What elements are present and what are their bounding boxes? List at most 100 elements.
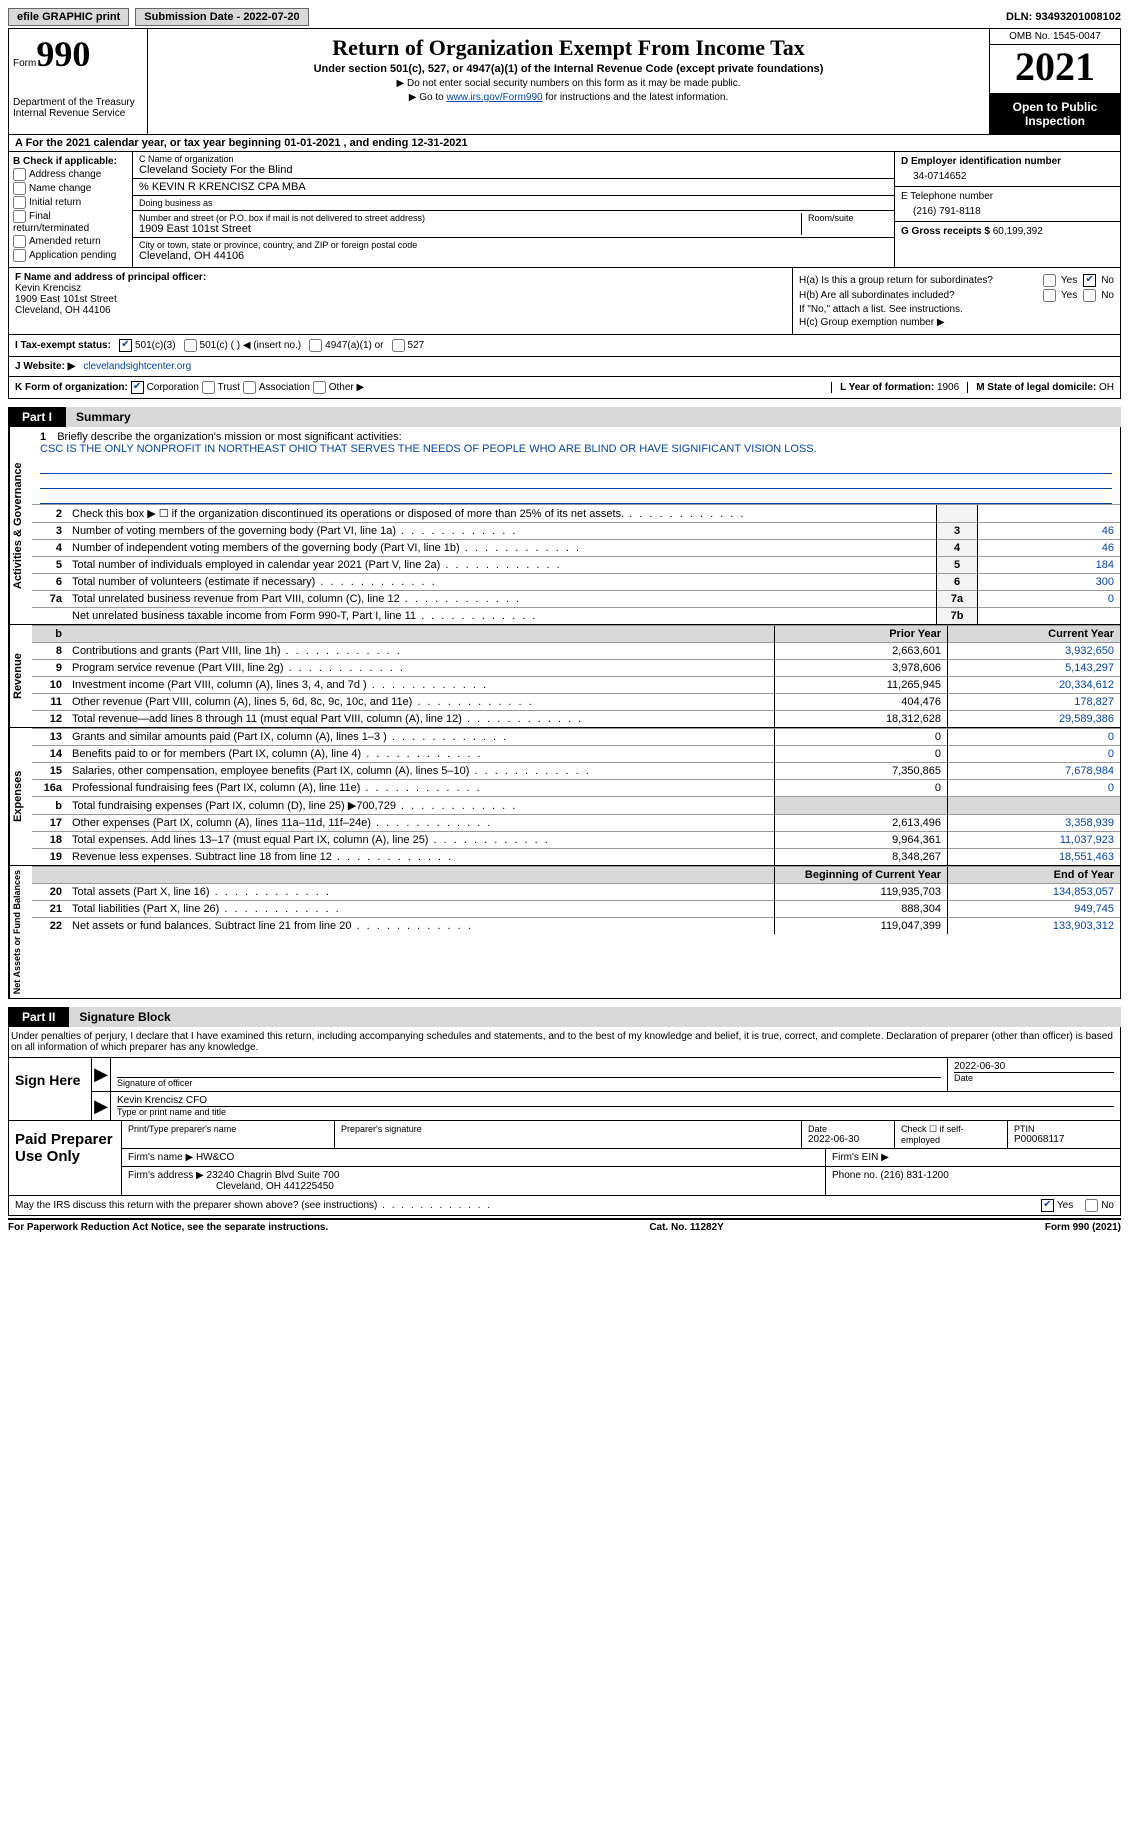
arrow-icon: ▶ xyxy=(92,1092,111,1120)
discuss-yes[interactable] xyxy=(1041,1199,1054,1212)
chk-4947[interactable] xyxy=(309,339,322,352)
side-netassets: Net Assets or Fund Balances xyxy=(9,866,32,998)
section-netassets: Net Assets or Fund Balances Beginning of… xyxy=(8,866,1121,999)
header-left: Form990 Department of the Treasury Inter… xyxy=(9,29,148,134)
sig-date-label: Date xyxy=(954,1072,1114,1083)
hb-yes[interactable] xyxy=(1043,289,1056,302)
lbl-trust: Trust xyxy=(218,382,240,393)
chk-name-change[interactable] xyxy=(13,182,26,195)
officer-print-name: Kevin Krencisz CFO xyxy=(117,1095,1114,1106)
blank-line xyxy=(40,489,1112,504)
chk-address-change[interactable] xyxy=(13,168,26,181)
part2-title: Signature Block xyxy=(69,1007,1121,1027)
col-h-group: H(a) Is this a group return for subordin… xyxy=(792,268,1120,334)
table-row: 12Total revenue—add lines 8 through 11 (… xyxy=(32,711,1120,728)
irs-form990-link[interactable]: www.irs.gov/Form990 xyxy=(446,92,542,103)
submission-date-button[interactable]: Submission Date - 2022-07-20 xyxy=(135,8,308,26)
website-link[interactable]: clevelandsightcenter.org xyxy=(83,361,191,372)
col-b-title: B Check if applicable: xyxy=(13,156,128,167)
form-number: 990 xyxy=(36,34,90,74)
discuss-no[interactable] xyxy=(1085,1199,1098,1212)
chk-501c[interactable] xyxy=(184,339,197,352)
chk-other[interactable] xyxy=(313,381,326,394)
row-j-website: J Website: ▶ clevelandsightcenter.org xyxy=(8,357,1121,377)
form-subtitle: Under section 501(c), 527, or 4947(a)(1)… xyxy=(156,63,981,75)
irs-label: Internal Revenue Service xyxy=(13,108,143,119)
chk-amended-return[interactable] xyxy=(13,235,26,248)
phone-label: Phone no. xyxy=(832,1170,878,1181)
hc-label: H(c) Group exemption number ▶ xyxy=(799,317,945,328)
header-center: Return of Organization Exempt From Incom… xyxy=(148,29,989,134)
prep-date-label: Date xyxy=(808,1124,888,1134)
ein-value: 34-0714652 xyxy=(901,171,1114,182)
table-row: 16aProfessional fundraising fees (Part I… xyxy=(32,780,1120,797)
sig-date: 2022-06-30 xyxy=(954,1061,1114,1072)
current-year-hdr: Current Year xyxy=(948,626,1121,643)
header-right: OMB No. 1545-0047 2021 Open to Public In… xyxy=(989,29,1120,134)
ha-no[interactable] xyxy=(1083,274,1096,287)
gross-value: 60,199,392 xyxy=(993,226,1043,237)
chk-trust[interactable] xyxy=(202,381,215,394)
signature-declaration: Under penalties of perjury, I declare th… xyxy=(8,1027,1121,1058)
chk-501c3[interactable] xyxy=(119,339,132,352)
sign-here-label: Sign Here xyxy=(9,1058,92,1120)
col-f-officer: F Name and address of principal officer:… xyxy=(9,268,792,334)
lbl-yes2: Yes xyxy=(1061,290,1077,301)
lbl-no: No xyxy=(1101,275,1114,286)
org-name: Cleveland Society For the Blind xyxy=(139,164,888,176)
table-row: 7aTotal unrelated business revenue from … xyxy=(32,591,1120,608)
paperwork-notice: For Paperwork Reduction Act Notice, see … xyxy=(8,1222,328,1233)
phone-value: (216) 831-1200 xyxy=(880,1170,948,1181)
ein-label: D Employer identification number xyxy=(901,156,1114,167)
discuss-question: May the IRS discuss this return with the… xyxy=(15,1200,492,1211)
dept-treasury: Department of the Treasury xyxy=(13,97,143,108)
chk-527[interactable] xyxy=(392,339,405,352)
mission-label: Briefly describe the organization's miss… xyxy=(57,431,401,443)
chk-corporation[interactable] xyxy=(131,381,144,394)
part2-tab: Part II xyxy=(8,1007,69,1027)
blank-line xyxy=(40,474,1112,489)
table-row: 13Grants and similar amounts paid (Part … xyxy=(32,729,1120,746)
lbl-discuss-yes: Yes xyxy=(1057,1200,1073,1211)
lbl-association: Association xyxy=(259,382,310,393)
begin-year-hdr: Beginning of Current Year xyxy=(775,867,948,884)
hb-no[interactable] xyxy=(1083,289,1096,302)
table-row: 14Benefits paid to or for members (Part … xyxy=(32,746,1120,763)
chk-association[interactable] xyxy=(243,381,256,394)
side-expenses: Expenses xyxy=(9,728,32,865)
discuss-row: May the IRS discuss this return with the… xyxy=(8,1196,1121,1216)
dba-label: Doing business as xyxy=(139,198,213,208)
city-label: City or town, state or province, country… xyxy=(139,240,888,250)
efile-print-button[interactable]: efile GRAPHIC print xyxy=(8,8,129,26)
ptin-label: PTIN xyxy=(1014,1124,1114,1134)
table-row: 18Total expenses. Add lines 13–17 (must … xyxy=(32,832,1120,849)
lbl-yes: Yes xyxy=(1061,275,1077,286)
lbl-501c: 501(c) ( ) ◀ (insert no.) xyxy=(200,340,302,351)
part1-header: Part I Summary xyxy=(8,407,1121,427)
room-label: Room/suite xyxy=(808,213,888,223)
form-edition: Form 990 (2021) xyxy=(1045,1222,1121,1233)
blank-line xyxy=(40,459,1112,474)
sign-here-block: Sign Here ▶ Signature of officer 2022-06… xyxy=(8,1058,1121,1121)
section-bcd: B Check if applicable: Address change Na… xyxy=(8,152,1121,268)
care-of: % KEVIN R KRENCISZ CPA MBA xyxy=(139,181,306,193)
lbl-application-pending: Application pending xyxy=(29,250,116,261)
table-row: 4Number of independent voting members of… xyxy=(32,540,1120,557)
arrow-icon: ▶ xyxy=(92,1058,111,1091)
gross-label: G Gross receipts $ xyxy=(901,226,990,237)
lbl-address-change: Address change xyxy=(29,169,101,180)
row-a-tax-year: A For the 2021 calendar year, or tax yea… xyxy=(8,135,1121,152)
table-row: 5Total number of individuals employed in… xyxy=(32,557,1120,574)
note-goto-pre: ▶ Go to xyxy=(409,92,447,103)
section-governance: Activities & Governance 1 Briefly descri… xyxy=(8,427,1121,625)
prep-sig-label: Preparer's signature xyxy=(341,1124,795,1134)
ha-yes[interactable] xyxy=(1043,274,1056,287)
state-domicile: OH xyxy=(1099,382,1114,393)
chk-final-return[interactable] xyxy=(13,210,26,223)
chk-initial-return[interactable] xyxy=(13,196,26,209)
chk-application-pending[interactable] xyxy=(13,249,26,262)
print-name-label: Type or print name and title xyxy=(117,1106,1114,1117)
note-goto-post: for instructions and the latest informat… xyxy=(543,92,729,103)
firm-ein-label: Firm's EIN ▶ xyxy=(826,1149,1120,1166)
balance-table: Beginning of Current YearEnd of Year 20T… xyxy=(32,866,1120,934)
